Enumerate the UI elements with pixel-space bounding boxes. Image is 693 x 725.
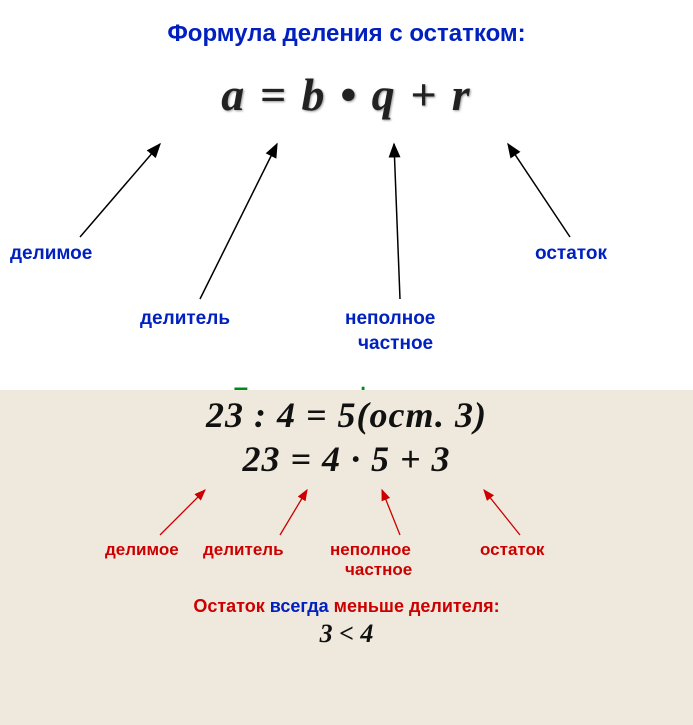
- final-inequality: 3 < 4: [0, 617, 693, 649]
- note-red1: Остаток: [193, 596, 264, 616]
- arrow-remainder: [508, 144, 570, 237]
- blabel-divisor: делитель: [203, 540, 284, 559]
- label-remainder: остаток: [535, 243, 607, 264]
- formula-main: a = b • q + r: [0, 68, 693, 129]
- label-dividend: делимое: [10, 243, 92, 264]
- note-blue: всегда: [270, 596, 329, 616]
- bottom-section: 23 : 4 = 5(ост. 3) 23 = 4 · 5 + 3 делимо…: [0, 390, 693, 725]
- top-section: Формула деления с остатком: a = b • q + …: [0, 0, 693, 390]
- label-quotient: неполное: [345, 308, 435, 329]
- arrow-b-dividend: [160, 490, 205, 535]
- bottom-note: Остаток всегда меньше делителя:: [0, 590, 693, 617]
- arrow-b-quotient: [382, 490, 400, 535]
- label-quotient2: частное: [358, 333, 433, 354]
- arrow-b-divisor: [280, 490, 307, 535]
- note-red2: меньше делителя:: [334, 596, 500, 616]
- equation-2: 23 = 4 · 5 + 3: [0, 436, 693, 480]
- blabel-remainder: остаток: [480, 540, 545, 559]
- blabel-quotient: неполное: [330, 540, 411, 559]
- arrow-dividend: [80, 144, 160, 237]
- arrow-divisor: [200, 144, 277, 299]
- blabel-quotient2: частное: [345, 560, 412, 579]
- arrow-b-remainder: [484, 490, 520, 535]
- label-divisor: делитель: [140, 308, 230, 329]
- blabel-dividend: делимое: [105, 540, 179, 559]
- top-arrows-svg: делимое делитель неполное частное остато…: [0, 129, 693, 369]
- arrow-quotient: [394, 144, 400, 299]
- bottom-arrows-svg: делимое делитель неполное частное остато…: [0, 480, 693, 590]
- equation-1: 23 : 4 = 5(ост. 3): [0, 390, 693, 436]
- title-formula: Формула деления с остатком:: [0, 10, 693, 68]
